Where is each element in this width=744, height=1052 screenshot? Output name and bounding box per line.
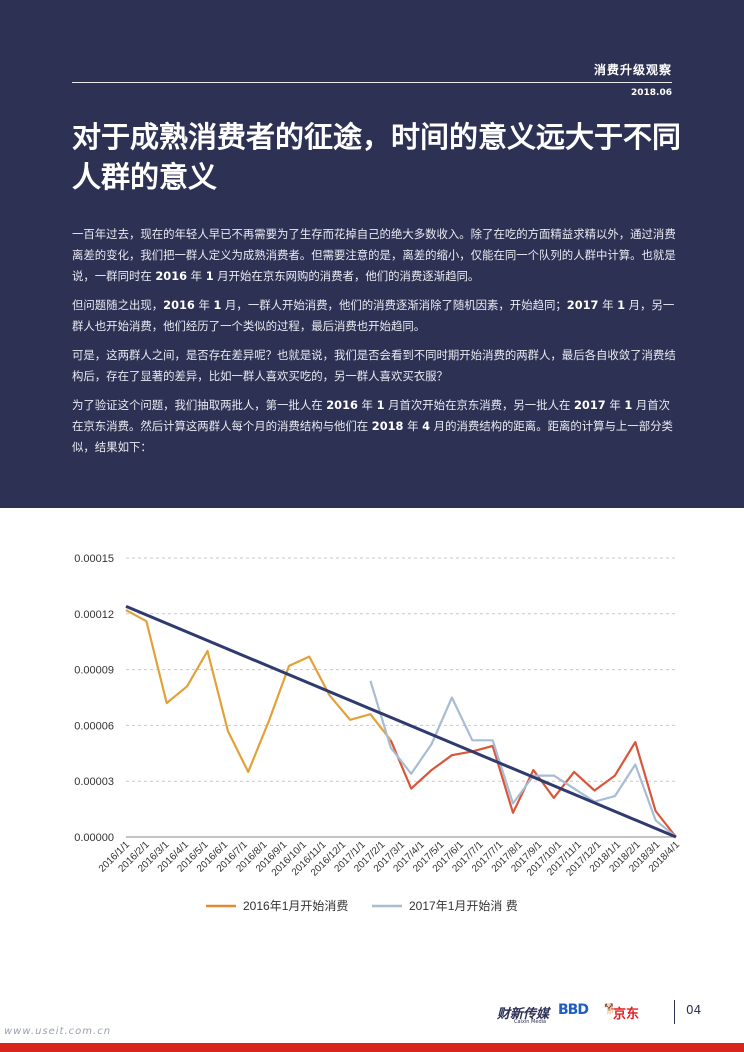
series-line bbox=[389, 739, 677, 838]
footer-red-bar bbox=[0, 1043, 744, 1052]
series-line bbox=[125, 609, 392, 773]
paragraph-2: 但问题随之出现，2016 年 1 月，一群人开始消费，他们的消费逐渐消除了随机因… bbox=[72, 298, 675, 333]
y-tick-label: 0.00009 bbox=[74, 665, 114, 677]
footer-divider bbox=[674, 1000, 675, 1024]
jd-logo: 京东 bbox=[613, 1007, 640, 1022]
y-tick-label: 0.00000 bbox=[74, 832, 114, 844]
y-tick-label: 0.00015 bbox=[74, 553, 114, 565]
caixin-logo: 财新传媒 bbox=[497, 1007, 550, 1022]
paragraph-4: 为了验证这个问题，我们抽取两批人，第一批人在 2016 年 1 月首次开始在京东… bbox=[72, 398, 673, 454]
header-divider bbox=[72, 82, 672, 83]
series-line bbox=[369, 680, 677, 838]
report-brand: 消费升级观察 bbox=[593, 63, 672, 77]
bbd-logo: BBD bbox=[558, 1002, 589, 1018]
report-date: 2018.06 bbox=[631, 88, 672, 98]
page-title: 对于成熟消费者的征途，时间的意义远大于不同人群的意义 bbox=[72, 120, 682, 194]
line-chart: 0.00015 0.00012 0.00009 0.00006 0.00003 0.000… bbox=[74, 553, 682, 913]
jd-dog-icon: 🐕 bbox=[604, 1004, 617, 1015]
header-panel: 消费升级观察 2018.06 对于成熟消费者的征途，时间的意义远大于不同人群的意… bbox=[0, 0, 744, 508]
paragraph-3: 可是，这两群人之间，是否存在差异呢？也就是说，我们是否会看到不同时期开始消费的两… bbox=[72, 348, 676, 383]
watermark-text: www.useit.com.cn bbox=[4, 1026, 112, 1037]
legend-label: 2017年1月开始消 费 bbox=[409, 899, 518, 913]
body-text: 一百年过去，现在的年轻人早已不再需要为了生存而花掉自己的绝大多数收入。除了在吃的… bbox=[72, 224, 676, 466]
y-tick-label: 0.00003 bbox=[74, 776, 114, 788]
y-tick-label: 0.00006 bbox=[74, 720, 114, 732]
legend-label: 2016年1月开始消费 bbox=[243, 899, 348, 913]
trend-line bbox=[125, 604, 677, 839]
caixin-logo-sub: Caixin Media bbox=[514, 1019, 547, 1025]
y-tick-label: 0.00012 bbox=[74, 609, 114, 621]
page-number: 04 bbox=[686, 1003, 702, 1017]
paragraph-1: 一百年过去，现在的年轻人早已不再需要为了生存而花掉自己的绝大多数收入。除了在吃的… bbox=[72, 227, 676, 283]
